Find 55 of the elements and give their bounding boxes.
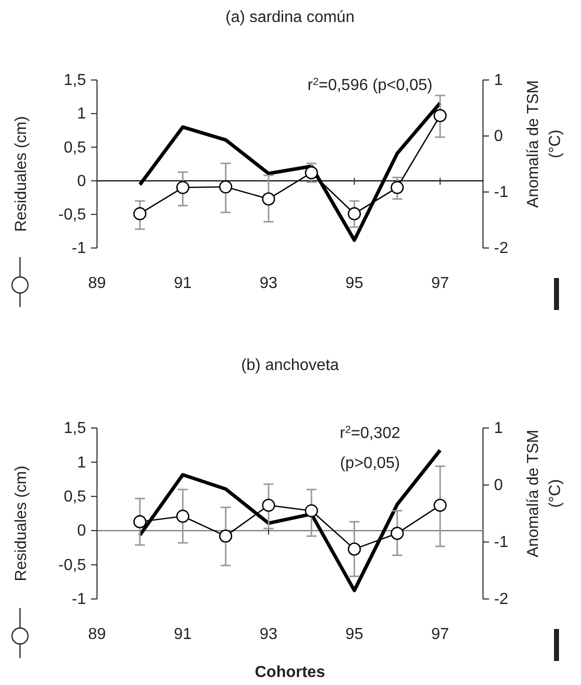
- chart-title: (b) anchoveta: [241, 357, 340, 374]
- point: [176, 180, 190, 194]
- y-tick-label: 1,5: [64, 72, 86, 90]
- x-tick-label: 93: [260, 275, 278, 292]
- point: [133, 515, 146, 528]
- y-tick-label: 1: [77, 106, 86, 123]
- y2-tick-label: 0: [494, 128, 503, 146]
- y-tick-label: -0,5: [58, 206, 86, 224]
- x-tick-label: 97: [431, 275, 450, 292]
- y2-tick-label: 1: [494, 420, 503, 438]
- point: [219, 530, 232, 543]
- point: [348, 542, 361, 556]
- point: [133, 207, 146, 220]
- point: [434, 498, 447, 512]
- x-tick-label: 89: [88, 626, 106, 643]
- annotation: r$^{2}$=0,596 (p<0,05): [308, 76, 432, 94]
- y-tick-label: 0,5: [64, 139, 86, 156]
- x-tick-label: 97: [431, 626, 450, 643]
- point: [390, 526, 404, 540]
- y-tick-label: -1: [72, 591, 86, 608]
- y2-axis-title: Anomalía de TSM (°C): [525, 80, 564, 208]
- y-tick-label: -0,5: [58, 556, 86, 574]
- x-tick-label: 89: [88, 275, 106, 292]
- y2-tick-label: -1: [494, 534, 508, 552]
- x-tick-label: 91: [174, 626, 192, 643]
- y2-tick-label: 1: [494, 72, 503, 90]
- point: [262, 498, 276, 512]
- y2-tick-label: -2: [494, 591, 508, 608]
- x-tick-label: 95: [345, 626, 364, 643]
- point: [390, 180, 404, 194]
- y2-axis-title: Anomalía de TSM (°C): [525, 430, 564, 558]
- y-axis-title: Residuales (cm): [13, 466, 30, 582]
- y-tick-label: 0: [77, 522, 86, 540]
- point: [348, 207, 361, 220]
- point: [262, 192, 276, 206]
- chart-title: (a) sardina común: [226, 9, 354, 26]
- x-axis-title: Cohortes: [254, 664, 326, 681]
- x-tick-label: 93: [260, 626, 278, 643]
- point: [434, 109, 447, 122]
- point: [176, 510, 190, 523]
- y-tick-label: 1,5: [64, 420, 86, 438]
- y2-tick-label: 0: [494, 477, 503, 494]
- y-tick-label: 1: [77, 454, 86, 472]
- annotation: r$^{2}$=0,302 (p>0,05): [340, 424, 400, 472]
- y2-tick-label: -1: [494, 184, 508, 202]
- point: [304, 504, 318, 518]
- x-tick-label: 91: [174, 275, 192, 292]
- point: [219, 180, 232, 194]
- y2-tick-label: -2: [494, 240, 508, 258]
- y-axis-title: Residuales (cm): [13, 116, 30, 232]
- y-tick-label: 0: [77, 172, 86, 190]
- x-tick-label: 95: [345, 275, 364, 292]
- point: [304, 166, 318, 180]
- y-tick-label: -1: [72, 240, 86, 258]
- y-tick-label: 0,5: [64, 488, 86, 506]
